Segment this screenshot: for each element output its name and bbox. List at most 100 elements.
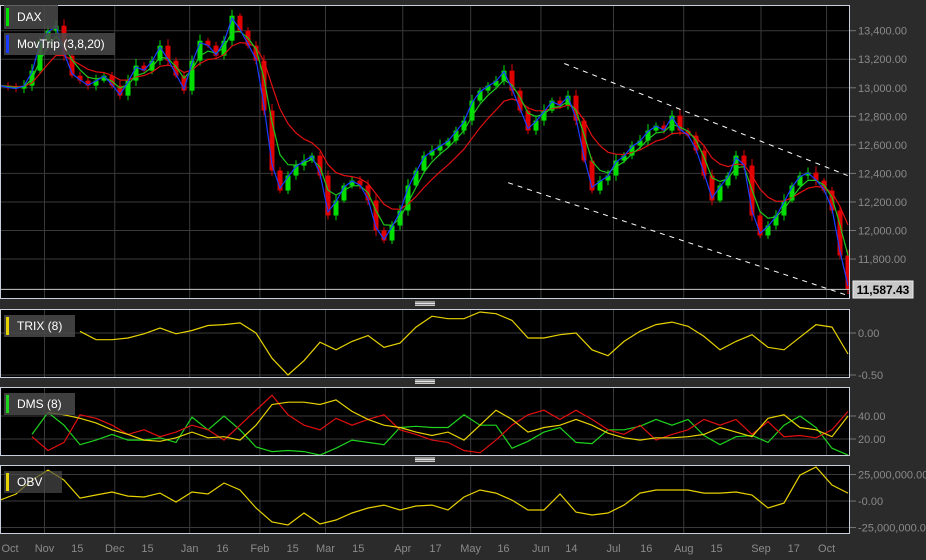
candle-body — [477, 90, 483, 101]
y-tick-label: 20.00 — [858, 434, 886, 446]
panel-price[interactable]: 13,400.00 13,200.00 13,000.00 12,800.00 12,6… — [0, 5, 907, 299]
candle-body — [421, 155, 427, 171]
candle-body — [717, 185, 723, 201]
candle-body — [517, 90, 523, 111]
candle-body — [453, 130, 459, 141]
panel-border — [0, 5, 850, 299]
candle-body — [813, 172, 819, 181]
candle — [293, 160, 299, 180]
candle — [501, 65, 507, 86]
candle-body — [565, 95, 571, 106]
panel-resize-handle[interactable] — [415, 379, 435, 384]
candle-body — [189, 60, 195, 91]
y-tick-label: 12,200.00 — [858, 197, 907, 209]
legend-box — [4, 471, 62, 493]
candle-body — [149, 60, 155, 71]
candle — [781, 194, 787, 221]
x-tick-label: 17 — [788, 543, 800, 555]
plot-area-trix — [79, 311, 849, 376]
candle — [765, 221, 771, 239]
legend-label-obv: OBV — [17, 475, 42, 489]
candle-body — [709, 175, 715, 201]
y-tick-label: 12,600.00 — [858, 140, 907, 152]
candle — [797, 171, 803, 189]
x-tick-label: 17 — [429, 543, 441, 555]
dms-minus_di-line — [31, 394, 849, 454]
candle — [445, 137, 451, 148]
candle — [725, 171, 731, 189]
candle-body — [325, 175, 331, 216]
candle — [405, 179, 411, 216]
candle — [597, 175, 603, 195]
legend-dms[interactable]: DMS (8) — [4, 393, 75, 415]
x-tick-label: 16 — [640, 543, 652, 555]
candle-body — [773, 215, 779, 226]
candle-body — [501, 70, 507, 81]
y-tick-label: 13,000.00 — [858, 83, 907, 95]
legend-movtrip[interactable]: MovTrip (3,8,20) — [4, 33, 115, 55]
legend-box — [4, 5, 58, 29]
candle-body — [541, 110, 547, 121]
candle-body — [493, 80, 499, 86]
moving-average-20 — [0, 41, 849, 226]
candle-body — [765, 225, 771, 236]
candle — [189, 55, 195, 95]
candle-body — [509, 70, 515, 91]
candle-body — [141, 65, 147, 71]
panel-resize-handle[interactable] — [415, 301, 435, 306]
candle-body — [341, 185, 347, 201]
candle-body — [349, 180, 355, 186]
candle-body — [469, 100, 475, 121]
candle — [309, 152, 315, 163]
legend-obv[interactable]: OBV — [4, 471, 62, 493]
legend-color-swatch — [6, 395, 9, 413]
candle-body — [413, 170, 419, 186]
candle — [213, 41, 219, 59]
x-tick-label: May — [460, 543, 481, 555]
candle — [341, 182, 347, 203]
candle — [229, 9, 235, 46]
panel-dms[interactable]: 40.00 20.00 — [0, 387, 886, 456]
x-tick-label: Apr — [394, 543, 411, 555]
candle-body — [781, 200, 787, 216]
y-tick-label: 12,800.00 — [858, 111, 907, 123]
x-tick-label: Nov — [35, 543, 55, 555]
legend-box — [4, 33, 115, 55]
y-tick-label: 13,200.00 — [858, 54, 907, 66]
candle-body — [629, 145, 635, 156]
candle-body — [437, 145, 443, 151]
candle — [813, 166, 819, 186]
candle-body — [93, 80, 99, 86]
x-tick-label: Feb — [250, 543, 269, 555]
candle-body — [125, 80, 131, 96]
candle-body — [621, 155, 627, 161]
candle-body — [677, 115, 683, 131]
candle-body — [461, 120, 467, 131]
moving-average-3 — [0, 16, 849, 287]
candle-body — [725, 175, 731, 186]
trendline[interactable] — [564, 63, 848, 177]
legend-trix[interactable]: TRIX (8) — [4, 315, 75, 337]
candle-body — [797, 175, 803, 186]
candle-body — [837, 210, 843, 256]
moving-average-8 — [0, 30, 849, 256]
candle — [285, 171, 291, 194]
candle — [277, 167, 283, 194]
x-tick-label: 15 — [71, 543, 83, 555]
legend-dax[interactable]: DAX — [4, 5, 58, 29]
y-tick-label: 12,000.00 — [858, 225, 907, 237]
candle-body — [789, 185, 795, 201]
candle — [477, 88, 483, 103]
panel-border — [0, 465, 850, 534]
candle-body — [197, 40, 203, 61]
y-tick-label: -0.50 — [858, 370, 883, 382]
panel-trix[interactable]: 0.00 -0.50 — [0, 309, 883, 382]
candle — [373, 193, 379, 236]
panel-resize-handle[interactable] — [415, 457, 435, 462]
candle — [773, 210, 779, 230]
candle-body — [85, 80, 91, 86]
candle — [421, 151, 427, 174]
panel-obv[interactable]: 25,000,000.00 -0.00 -25,000,000.00 — [0, 465, 926, 535]
candle-body — [285, 175, 291, 191]
